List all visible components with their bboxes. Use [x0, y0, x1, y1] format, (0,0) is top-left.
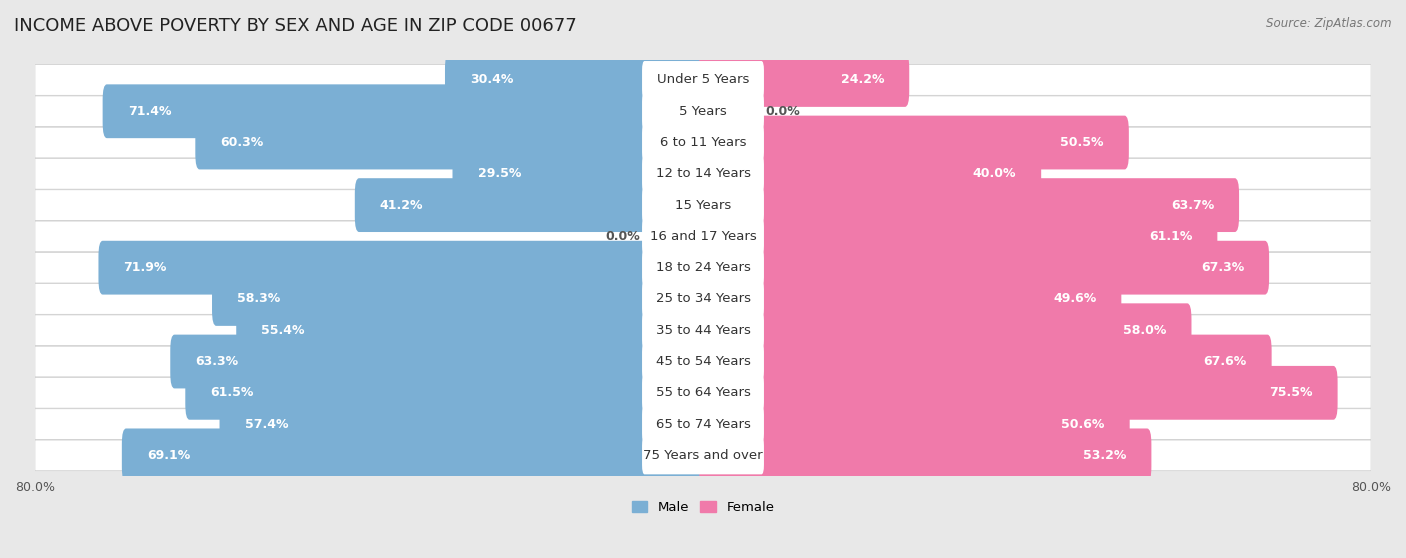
Text: 18 to 24 Years: 18 to 24 Years — [655, 261, 751, 274]
FancyBboxPatch shape — [35, 127, 1371, 158]
Text: 63.7%: 63.7% — [1171, 199, 1213, 211]
FancyBboxPatch shape — [699, 178, 1239, 232]
Text: INCOME ABOVE POVERTY BY SEX AND AGE IN ZIP CODE 00677: INCOME ABOVE POVERTY BY SEX AND AGE IN Z… — [14, 17, 576, 35]
Text: 71.9%: 71.9% — [124, 261, 167, 274]
FancyBboxPatch shape — [699, 240, 1270, 295]
FancyBboxPatch shape — [219, 397, 707, 451]
FancyBboxPatch shape — [35, 158, 1371, 189]
Text: 29.5%: 29.5% — [478, 167, 522, 180]
FancyBboxPatch shape — [212, 272, 707, 326]
FancyBboxPatch shape — [643, 155, 763, 193]
Text: 75.5%: 75.5% — [1270, 386, 1313, 400]
Text: 40.0%: 40.0% — [973, 167, 1017, 180]
FancyBboxPatch shape — [35, 346, 1371, 377]
Text: 61.1%: 61.1% — [1149, 230, 1192, 243]
Text: 50.5%: 50.5% — [1060, 136, 1104, 149]
FancyBboxPatch shape — [643, 436, 763, 474]
FancyBboxPatch shape — [643, 311, 763, 349]
FancyBboxPatch shape — [444, 53, 707, 107]
FancyBboxPatch shape — [699, 116, 1129, 170]
FancyBboxPatch shape — [35, 315, 1371, 345]
FancyBboxPatch shape — [699, 429, 1152, 482]
FancyBboxPatch shape — [35, 440, 1371, 471]
Text: 24.2%: 24.2% — [841, 74, 884, 86]
FancyBboxPatch shape — [35, 96, 1371, 127]
Text: 61.5%: 61.5% — [211, 386, 253, 400]
Text: 0.0%: 0.0% — [766, 105, 800, 118]
FancyBboxPatch shape — [195, 116, 707, 170]
FancyBboxPatch shape — [98, 240, 707, 295]
FancyBboxPatch shape — [643, 280, 763, 318]
FancyBboxPatch shape — [103, 84, 707, 138]
FancyBboxPatch shape — [453, 147, 707, 201]
FancyBboxPatch shape — [699, 335, 1271, 388]
Text: Under 5 Years: Under 5 Years — [657, 74, 749, 86]
FancyBboxPatch shape — [35, 252, 1371, 283]
FancyBboxPatch shape — [643, 123, 763, 161]
FancyBboxPatch shape — [35, 65, 1371, 95]
Text: 65 to 74 Years: 65 to 74 Years — [655, 417, 751, 431]
Text: 60.3%: 60.3% — [221, 136, 263, 149]
Text: 69.1%: 69.1% — [146, 449, 190, 462]
Text: 35 to 44 Years: 35 to 44 Years — [655, 324, 751, 336]
FancyBboxPatch shape — [170, 335, 707, 388]
FancyBboxPatch shape — [236, 304, 707, 357]
Text: 0.0%: 0.0% — [606, 230, 640, 243]
Text: 30.4%: 30.4% — [470, 74, 513, 86]
FancyBboxPatch shape — [643, 249, 763, 287]
FancyBboxPatch shape — [643, 343, 763, 381]
FancyBboxPatch shape — [699, 366, 1337, 420]
FancyBboxPatch shape — [699, 304, 1191, 357]
FancyBboxPatch shape — [699, 272, 1122, 326]
FancyBboxPatch shape — [643, 405, 763, 443]
Text: 41.2%: 41.2% — [380, 199, 423, 211]
FancyBboxPatch shape — [35, 221, 1371, 252]
Text: 57.4%: 57.4% — [245, 417, 288, 431]
Text: 75 Years and over: 75 Years and over — [643, 449, 763, 462]
Legend: Male, Female: Male, Female — [626, 496, 780, 519]
FancyBboxPatch shape — [699, 147, 1042, 201]
FancyBboxPatch shape — [35, 377, 1371, 408]
FancyBboxPatch shape — [643, 218, 763, 256]
FancyBboxPatch shape — [643, 374, 763, 412]
Text: 49.6%: 49.6% — [1053, 292, 1097, 305]
Text: 5 Years: 5 Years — [679, 105, 727, 118]
FancyBboxPatch shape — [354, 178, 707, 232]
FancyBboxPatch shape — [699, 209, 1218, 263]
Text: Source: ZipAtlas.com: Source: ZipAtlas.com — [1267, 17, 1392, 30]
FancyBboxPatch shape — [643, 186, 763, 224]
FancyBboxPatch shape — [699, 53, 910, 107]
Text: 63.3%: 63.3% — [195, 355, 239, 368]
FancyBboxPatch shape — [122, 429, 707, 482]
Text: 67.6%: 67.6% — [1204, 355, 1247, 368]
FancyBboxPatch shape — [699, 397, 1129, 451]
Text: 53.2%: 53.2% — [1083, 449, 1126, 462]
FancyBboxPatch shape — [186, 366, 707, 420]
FancyBboxPatch shape — [643, 92, 763, 130]
Text: 25 to 34 Years: 25 to 34 Years — [655, 292, 751, 305]
Text: 50.6%: 50.6% — [1062, 417, 1105, 431]
Text: 45 to 54 Years: 45 to 54 Years — [655, 355, 751, 368]
Text: 6 to 11 Years: 6 to 11 Years — [659, 136, 747, 149]
Text: 15 Years: 15 Years — [675, 199, 731, 211]
FancyBboxPatch shape — [643, 61, 763, 99]
Text: 58.0%: 58.0% — [1123, 324, 1167, 336]
Text: 12 to 14 Years: 12 to 14 Years — [655, 167, 751, 180]
Text: 16 and 17 Years: 16 and 17 Years — [650, 230, 756, 243]
FancyBboxPatch shape — [35, 283, 1371, 314]
Text: 55 to 64 Years: 55 to 64 Years — [655, 386, 751, 400]
FancyBboxPatch shape — [35, 409, 1371, 440]
Text: 71.4%: 71.4% — [128, 105, 172, 118]
Text: 55.4%: 55.4% — [262, 324, 305, 336]
Text: 58.3%: 58.3% — [238, 292, 280, 305]
FancyBboxPatch shape — [35, 190, 1371, 220]
Text: 67.3%: 67.3% — [1201, 261, 1244, 274]
